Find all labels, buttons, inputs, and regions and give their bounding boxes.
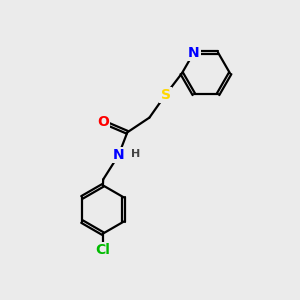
Text: N: N bbox=[113, 148, 124, 162]
Text: N: N bbox=[188, 46, 200, 59]
Text: Cl: Cl bbox=[95, 243, 110, 257]
Text: S: S bbox=[160, 88, 171, 102]
Text: H: H bbox=[131, 149, 140, 159]
Text: O: O bbox=[97, 115, 109, 129]
